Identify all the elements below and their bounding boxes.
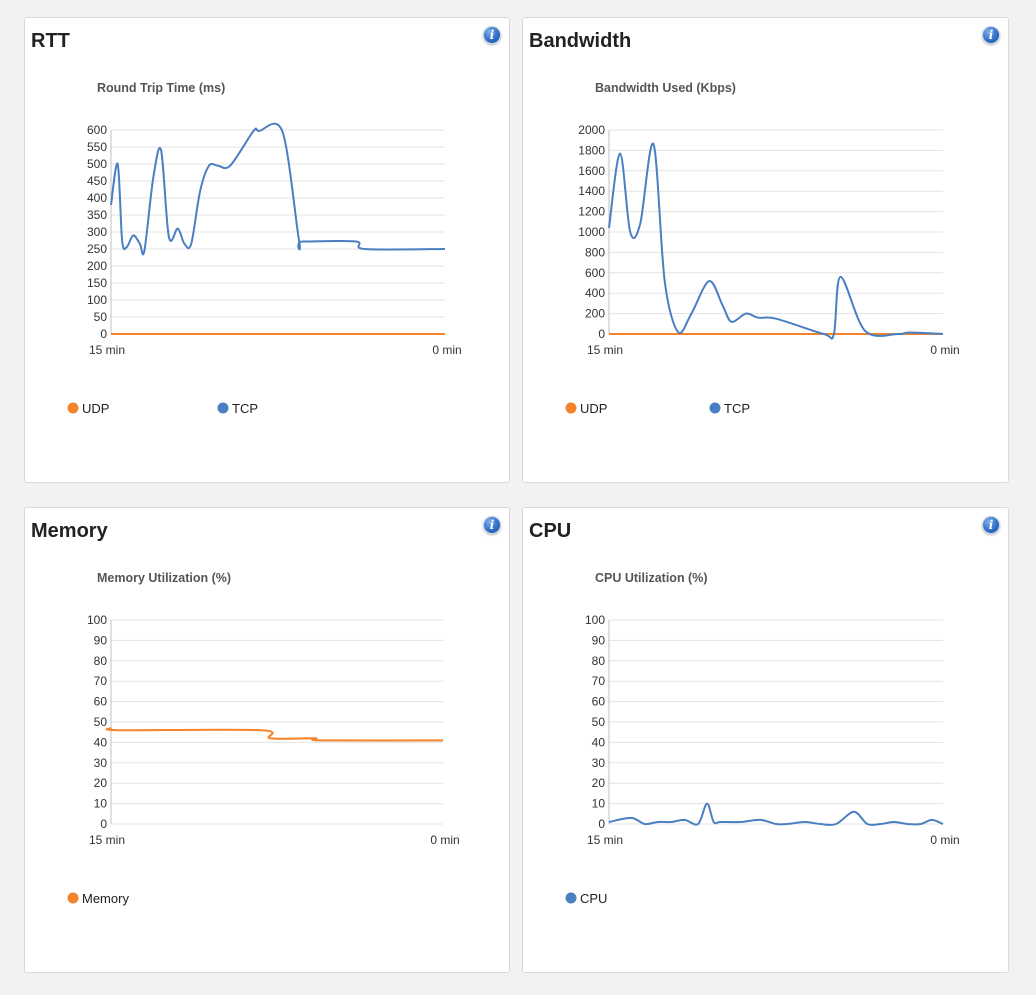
legend-marker — [709, 402, 721, 414]
y-tick-label: 0 — [598, 327, 605, 341]
cpu-chart: CPU Utilization (%) 0 10 20 30 40 50 60 70 80 90 10… — [565, 571, 960, 906]
x-tick-label: 15 min — [587, 833, 623, 847]
x-tick-label: 0 min — [430, 833, 459, 847]
series-line-cpu — [608, 802, 944, 826]
legend-label: UDP — [82, 401, 109, 416]
y-tick-label: 200 — [585, 307, 605, 321]
legend-label: TCP — [724, 401, 750, 416]
y-tick-label: 50 — [94, 310, 108, 324]
y-tick-label: 30 — [94, 756, 108, 770]
y-tick-label: 0 — [100, 327, 107, 341]
y-tick-label: 1000 — [578, 225, 605, 239]
chart-title: Round Trip Time (ms) — [97, 81, 225, 95]
info-icon[interactable]: i — [483, 26, 501, 44]
x-tick-label: 15 min — [89, 833, 125, 847]
y-tick-label: 500 — [87, 157, 107, 171]
rtt-panel: RTT i Round Trip Time (ms) 0 50 100 150 200 25… — [24, 17, 510, 483]
y-tick-label: 10 — [94, 797, 108, 811]
legend-item-tcp[interactable]: TCP — [217, 401, 259, 416]
chart-title: Memory Utilization (%) — [97, 571, 231, 585]
y-tick-label: 250 — [87, 242, 107, 256]
x-tick-label: 0 min — [432, 343, 461, 357]
y-tick-label: 80 — [592, 654, 606, 668]
legend-item-cpu[interactable]: CPU — [565, 891, 608, 906]
legend-label: CPU — [580, 891, 607, 906]
panel-title: Bandwidth — [529, 30, 632, 52]
y-tick-label: 1600 — [578, 164, 605, 178]
y-tick-label: 50 — [94, 715, 108, 729]
y-tick-label: 550 — [87, 140, 107, 154]
y-tick-label: 1400 — [578, 184, 605, 198]
y-tick-label: 300 — [87, 225, 107, 239]
series-line-tcp — [608, 142, 944, 340]
y-tick-label: 2000 — [578, 123, 605, 137]
y-tick-label: 70 — [94, 674, 108, 688]
chart-title: CPU Utilization (%) — [595, 571, 708, 585]
y-tick-label: 1800 — [578, 143, 605, 157]
bandwidth-panel: Bandwidth i Bandwidth Used (Kbps) 0 200 400… — [522, 17, 1009, 483]
y-tick-label: 400 — [585, 286, 605, 300]
memory-panel: Memory i Memory Utilization (%) 0 10 20 30 40… — [24, 507, 510, 973]
x-tick-label: 0 min — [930, 833, 959, 847]
legend-marker — [217, 402, 229, 414]
x-tick-label: 15 min — [89, 343, 125, 357]
y-tick-label: 20 — [94, 776, 108, 790]
y-tick-label: 200 — [87, 259, 107, 273]
memory-chart: Memory Utilization (%) 0 10 20 30 40 50 60 70 80 9… — [67, 571, 460, 906]
y-tick-label: 800 — [585, 245, 605, 259]
legend-label: TCP — [232, 401, 258, 416]
y-tick-label: 450 — [87, 174, 107, 188]
y-tick-label: 20 — [592, 776, 606, 790]
y-tick-label: 350 — [87, 208, 107, 222]
y-tick-label: 50 — [592, 715, 606, 729]
y-tick-label: 400 — [87, 191, 107, 205]
bandwidth-chart: Bandwidth Used (Kbps) 0 200 400 600 800 1000 12… — [565, 81, 960, 416]
y-tick-label: 100 — [87, 613, 107, 627]
legend-label: UDP — [580, 401, 607, 416]
legend-marker — [565, 402, 577, 414]
y-tick-label: 80 — [94, 654, 108, 668]
y-tick-label: 30 — [592, 756, 606, 770]
legend-marker — [67, 892, 79, 904]
legend-marker — [565, 892, 577, 904]
chart-title: Bandwidth Used (Kbps) — [595, 81, 736, 95]
y-tick-label: 0 — [100, 817, 107, 831]
y-tick-label: 40 — [94, 735, 108, 749]
y-tick-label: 70 — [592, 674, 606, 688]
y-tick-label: 60 — [94, 695, 108, 709]
y-tick-label: 100 — [585, 613, 605, 627]
y-tick-label: 60 — [592, 695, 606, 709]
y-tick-label: 40 — [592, 735, 606, 749]
info-icon[interactable]: i — [483, 516, 501, 534]
y-tick-label: 1200 — [578, 205, 605, 219]
series-line-tcp — [110, 122, 446, 256]
y-tick-label: 90 — [592, 633, 606, 647]
panel-title: Memory — [31, 520, 108, 542]
cpu-panel: CPU i CPU Utilization (%) 0 10 20 30 40 50 60 70… — [522, 507, 1009, 973]
y-tick-label: 100 — [87, 293, 107, 307]
legend-item-memory[interactable]: Memory — [67, 891, 130, 906]
y-tick-label: 10 — [592, 797, 606, 811]
rtt-chart: Round Trip Time (ms) 0 50 100 150 200 250 300 35… — [67, 81, 462, 416]
x-tick-label: 0 min — [930, 343, 959, 357]
series-line-memory — [105, 727, 444, 742]
legend-label: Memory — [82, 891, 129, 906]
y-tick-label: 600 — [585, 266, 605, 280]
panel-title: RTT — [31, 30, 70, 52]
legend-marker — [67, 402, 79, 414]
y-tick-label: 0 — [598, 817, 605, 831]
legend-item-tcp[interactable]: TCP — [709, 401, 751, 416]
y-tick-label: 600 — [87, 123, 107, 137]
x-tick-label: 15 min — [587, 343, 623, 357]
y-tick-label: 90 — [94, 633, 108, 647]
info-icon[interactable]: i — [982, 516, 1000, 534]
legend-item-udp[interactable]: UDP — [565, 401, 608, 416]
legend-item-udp[interactable]: UDP — [67, 401, 110, 416]
panel-title: CPU — [529, 520, 572, 542]
y-tick-label: 150 — [87, 276, 107, 290]
info-icon[interactable]: i — [982, 26, 1000, 44]
